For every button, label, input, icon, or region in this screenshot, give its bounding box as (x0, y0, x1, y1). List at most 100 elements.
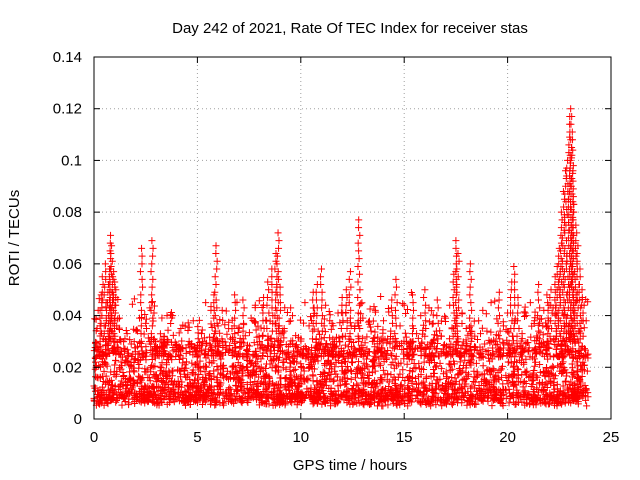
data-point (158, 399, 166, 407)
data-point (359, 379, 367, 387)
data-point (138, 244, 146, 252)
data-point (241, 390, 249, 398)
data-point (433, 312, 441, 320)
data-point (355, 255, 363, 263)
data-point (503, 336, 511, 344)
data-point (534, 396, 542, 404)
data-point (584, 350, 592, 358)
data-point (255, 393, 263, 401)
data-point (287, 371, 295, 379)
data-point (236, 394, 244, 402)
data-point (94, 399, 102, 407)
data-point (373, 379, 381, 387)
data-point (354, 293, 362, 301)
data-point (396, 388, 404, 396)
data-point (450, 357, 458, 365)
data-point (507, 392, 515, 400)
data-point (510, 358, 518, 366)
data-point (543, 368, 551, 376)
data-point (407, 392, 415, 400)
data-point (446, 366, 454, 374)
data-point (201, 381, 209, 389)
data-point (468, 393, 476, 401)
data-point (442, 399, 450, 407)
data-point (317, 371, 325, 379)
data-point (232, 375, 240, 383)
data-point (362, 379, 370, 387)
data-point (574, 362, 582, 370)
data-point (515, 356, 523, 364)
data-point (150, 392, 158, 400)
data-point (533, 386, 541, 394)
data-point (231, 299, 239, 307)
data-point (408, 368, 416, 376)
data-point (452, 237, 460, 245)
data-point (281, 375, 289, 383)
data-point (558, 400, 566, 408)
data-point (429, 311, 437, 319)
data-point (252, 370, 260, 378)
data-point (514, 371, 522, 379)
data-point (463, 397, 471, 405)
data-point (379, 326, 387, 334)
data-point (321, 376, 329, 384)
data-point (362, 396, 370, 404)
y-tick-label: 0.12 (53, 101, 82, 118)
data-point (103, 362, 111, 370)
data-point (246, 392, 254, 400)
data-point (353, 380, 361, 388)
data-point (268, 394, 276, 402)
data-point (487, 299, 495, 307)
data-point (415, 360, 423, 368)
data-point (551, 372, 559, 380)
data-point (263, 387, 271, 395)
data-point (341, 341, 349, 349)
data-point (526, 400, 534, 408)
data-point (326, 396, 334, 404)
data-point (408, 330, 416, 338)
data-point (420, 293, 428, 301)
data-point (582, 385, 590, 393)
data-point (481, 340, 489, 348)
data-point (448, 365, 456, 373)
data-point (175, 382, 183, 390)
data-point (458, 385, 466, 393)
data-point (111, 361, 119, 369)
data-point (344, 386, 352, 394)
data-point (559, 382, 567, 390)
data-point (478, 388, 486, 396)
data-point (420, 391, 428, 399)
data-point (200, 334, 208, 342)
data-point (215, 383, 223, 391)
data-point (263, 317, 271, 325)
data-point (118, 401, 126, 409)
data-point (135, 350, 143, 358)
data-point (148, 237, 156, 245)
data-point (165, 384, 173, 392)
data-point (429, 366, 437, 374)
data-point (510, 380, 518, 388)
data-point (512, 381, 520, 389)
data-point (387, 361, 395, 369)
data-point (577, 380, 585, 388)
data-point (463, 401, 471, 409)
data-point (174, 377, 182, 385)
data-point (479, 362, 487, 370)
data-point (262, 371, 270, 379)
data-point (210, 389, 218, 397)
data-point (399, 300, 407, 308)
data-point (170, 396, 178, 404)
data-point (355, 399, 363, 407)
data-point (567, 105, 575, 113)
data-point (233, 370, 241, 378)
data-point (534, 296, 542, 304)
data-point (356, 286, 364, 294)
data-point (255, 401, 263, 409)
data-point (535, 281, 543, 289)
data-point (530, 397, 538, 405)
data-point (425, 400, 433, 408)
data-point (218, 362, 226, 370)
x-tick-label: 5 (193, 429, 201, 446)
data-point (351, 390, 359, 398)
data-point (467, 275, 475, 283)
